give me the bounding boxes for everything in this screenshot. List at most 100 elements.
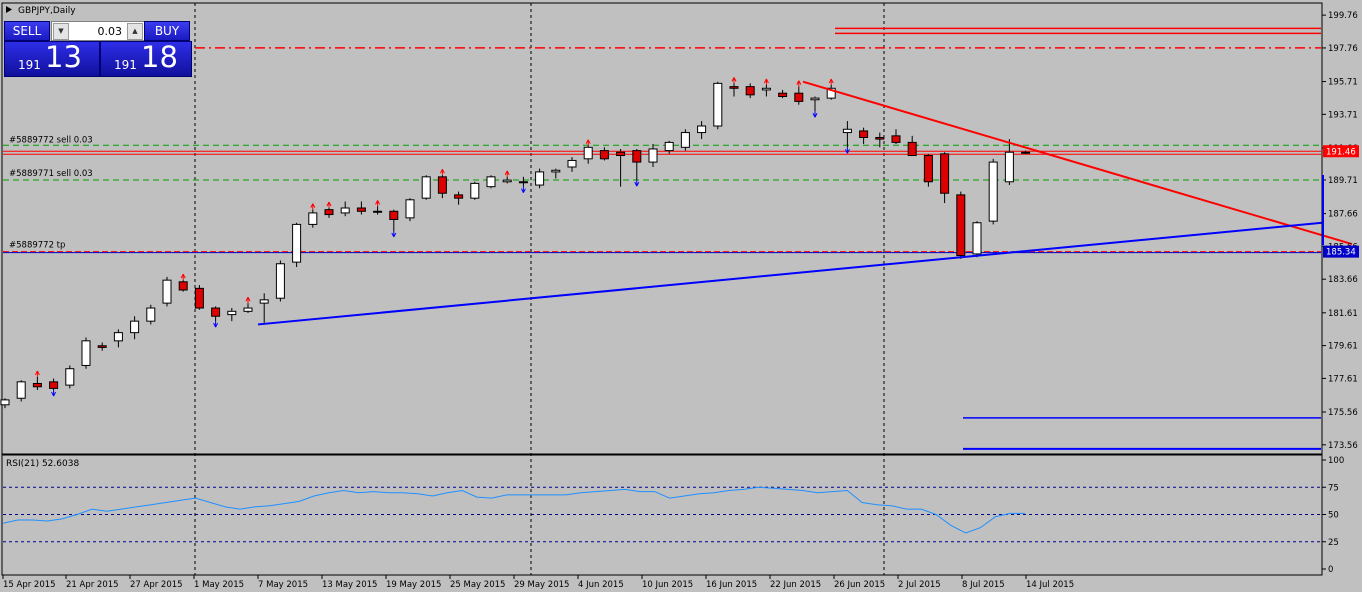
lot-decrease-icon[interactable]: ▼: [53, 23, 69, 40]
buy-price-big: 18: [141, 40, 178, 74]
candle-body: [16, 381, 26, 399]
date-label: 27 Apr 2015: [130, 580, 183, 590]
fractal-up-arrow: [439, 168, 445, 176]
date-label: 1 May 2015: [194, 580, 244, 590]
candle-body: [227, 310, 237, 316]
lot-increase-icon[interactable]: ▲: [127, 23, 143, 40]
candle-body: [356, 207, 366, 212]
candle-body: [583, 146, 593, 160]
price-tick-label: 195.71: [1328, 78, 1358, 88]
main-chart-area[interactable]: [1, 2, 1323, 455]
order-label-1: #5889772 sell 0.03: [9, 135, 93, 145]
rsi-panel[interactable]: [1, 454, 1323, 576]
fractal-up-arrow: [34, 370, 40, 377]
candle-body: [259, 299, 269, 304]
fractal-up-arrow: [796, 80, 802, 87]
price-axis: 199.76197.76195.71193.71191.66189.71187.…: [1321, 3, 1359, 575]
sell-price-quote[interactable]: 191 13: [4, 40, 100, 77]
tp-price-tag: [1323, 245, 1359, 258]
candle-body: [292, 223, 302, 263]
trendlines: [257, 80, 1353, 326]
price-tick-label: 183.66: [1328, 275, 1358, 285]
date-label: 8 Jul 2015: [962, 580, 1005, 590]
candle-body: [1021, 151, 1031, 154]
price-tick-label: 187.66: [1328, 210, 1358, 220]
price-tick-label: 197.76: [1328, 44, 1358, 54]
lot-size-stepper[interactable]: ▼ ▲: [51, 21, 145, 41]
candle-body: [405, 199, 415, 219]
buy-button[interactable]: BUY: [144, 21, 190, 41]
candle-body: [502, 179, 512, 183]
price-tick-label: 175.56: [1328, 408, 1358, 418]
candle-body: [81, 340, 91, 366]
buy-price-small: 191: [114, 58, 137, 72]
price-tick-label: 173.56: [1328, 441, 1358, 451]
candle-body: [599, 150, 609, 160]
candle-body: [518, 181, 528, 184]
candle-body: [745, 86, 755, 96]
candle-body: [907, 141, 917, 157]
rsi-title: RSI(21) 52.6038: [6, 459, 79, 469]
fractal-down-arrow: [520, 186, 526, 193]
candle-body: [664, 141, 674, 152]
candle-body: [49, 381, 59, 389]
candle-body: [761, 87, 771, 91]
sell-button[interactable]: SELL: [4, 21, 50, 41]
fractal-up-arrow: [180, 273, 186, 281]
vertical-gridlines: [194, 3, 885, 575]
candle-body: [551, 169, 561, 173]
rsi-tick-label: 0: [1328, 565, 1333, 575]
current-price-label: 191.46: [1326, 147, 1356, 157]
date-label: 13 May 2015: [322, 580, 377, 590]
lot-size-input[interactable]: [70, 23, 122, 39]
date-label: 2 Jul 2015: [898, 580, 941, 590]
price-tick-label: 179.61: [1328, 342, 1358, 352]
candle-body: [211, 307, 221, 317]
candle-body: [65, 368, 75, 386]
date-label: 26 Jun 2015: [834, 580, 885, 590]
rsi-indicator: 100 75 50 25 0: [2, 456, 1344, 575]
candle-body: [194, 287, 204, 309]
candle-body: [956, 194, 966, 257]
rsi-tick-label: 50: [1328, 511, 1339, 521]
candle-body: [972, 222, 982, 255]
candle-body: [794, 92, 804, 102]
candle-body: [178, 281, 188, 291]
candle-body: [616, 151, 626, 157]
price-tick-label: 189.71: [1328, 176, 1358, 186]
tp-price-label: 185.34: [1326, 248, 1356, 258]
candle-body: [0, 399, 10, 406]
order-label-tp: #5889772 tp: [9, 241, 65, 251]
fractal-down-arrow: [634, 180, 640, 187]
fractal-up-arrow: [326, 201, 332, 208]
horizontal-level-lines: #5889772 sell 0.03 #5889771 sell 0.03 #588…: [3, 27, 1321, 450]
candle-body: [535, 171, 545, 186]
price-tick-label: 181.61: [1328, 309, 1358, 319]
candle-body: [32, 382, 42, 388]
candle-body: [340, 207, 350, 214]
chart-title: GBPJPY,Daily: [18, 6, 76, 16]
date-label: 7 May 2015: [258, 580, 308, 590]
candle-body: [729, 86, 739, 89]
candle-body: [97, 345, 107, 348]
candle-body: [421, 176, 431, 199]
date-label: 14 Jul 2015: [1026, 580, 1074, 590]
candle-body: [875, 136, 885, 140]
buy-price-quote[interactable]: 191 18: [100, 40, 192, 77]
fractal-down-arrow: [844, 147, 850, 154]
candle-body: [373, 210, 383, 213]
order-label-2: #5889771 sell 0.03: [9, 169, 93, 179]
candle-body: [454, 194, 464, 199]
candle-body: [988, 161, 998, 222]
fractal-up-arrow: [828, 78, 834, 85]
candle-body: [308, 212, 318, 225]
candle-body: [113, 332, 123, 342]
candle-body: [859, 130, 869, 138]
chart-title-icon: [6, 6, 12, 13]
candle-body: [130, 320, 140, 334]
fractal-down-arrow: [213, 321, 219, 328]
candle-body: [648, 148, 658, 163]
fractal-up-arrow: [763, 78, 769, 85]
fractal-down-arrow: [812, 111, 818, 118]
